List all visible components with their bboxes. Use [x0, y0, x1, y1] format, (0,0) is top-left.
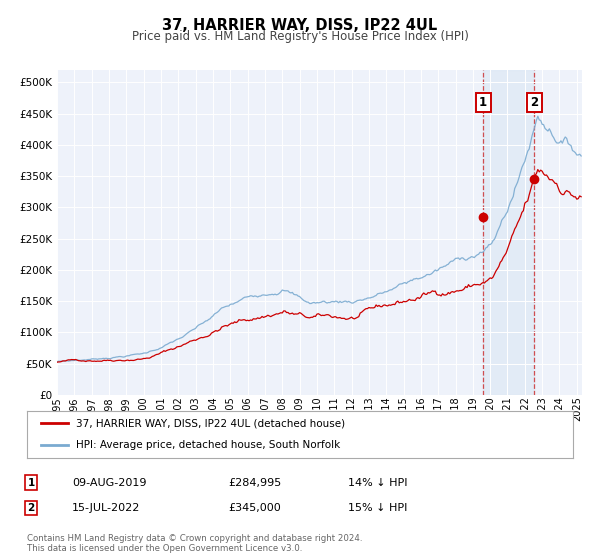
Text: £345,000: £345,000: [228, 503, 281, 513]
Text: 09-AUG-2019: 09-AUG-2019: [72, 478, 146, 488]
Text: Contains HM Land Registry data © Crown copyright and database right 2024.: Contains HM Land Registry data © Crown c…: [27, 534, 362, 543]
Text: 1: 1: [28, 478, 35, 488]
Bar: [483, 70, 534, 395]
Text: 2: 2: [28, 503, 35, 513]
Text: 37, HARRIER WAY, DISS, IP22 4UL: 37, HARRIER WAY, DISS, IP22 4UL: [163, 18, 437, 34]
Text: Price paid vs. HM Land Registry's House Price Index (HPI): Price paid vs. HM Land Registry's House …: [131, 30, 469, 43]
Text: 15-JUL-2022: 15-JUL-2022: [72, 503, 140, 513]
Text: 37, HARRIER WAY, DISS, IP22 4UL (detached house): 37, HARRIER WAY, DISS, IP22 4UL (detache…: [76, 418, 345, 428]
Text: 2: 2: [530, 96, 538, 109]
Text: £284,995: £284,995: [228, 478, 281, 488]
Text: This data is licensed under the Open Government Licence v3.0.: This data is licensed under the Open Gov…: [27, 544, 302, 553]
Text: 14% ↓ HPI: 14% ↓ HPI: [348, 478, 407, 488]
Text: HPI: Average price, detached house, South Norfolk: HPI: Average price, detached house, Sout…: [76, 440, 340, 450]
Text: 15% ↓ HPI: 15% ↓ HPI: [348, 503, 407, 513]
Text: 1: 1: [479, 96, 487, 109]
